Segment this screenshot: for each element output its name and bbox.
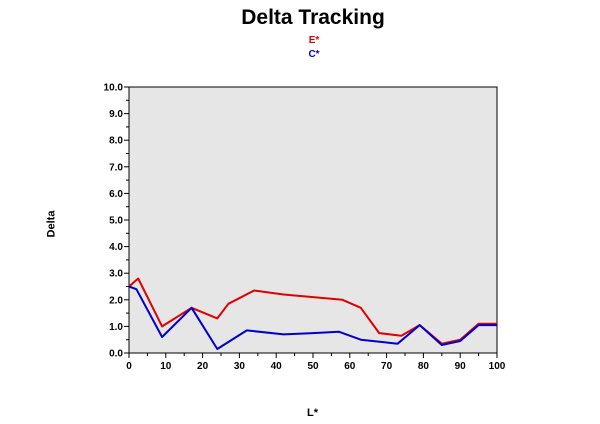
- y-tick-label: 7.0: [109, 162, 123, 173]
- y-tick-label: 6.0: [109, 189, 123, 200]
- y-tick-label: 1.0: [109, 322, 123, 333]
- x-tick-label: 90: [455, 361, 467, 372]
- y-tick-label: 8.0: [109, 136, 123, 147]
- y-tick-label: 4.0: [109, 242, 123, 253]
- y-tick-label: 10.0: [104, 83, 124, 94]
- x-tick-label: 80: [418, 361, 430, 372]
- x-tick-label: 70: [381, 361, 393, 372]
- legend-series-e: E*: [308, 35, 320, 46]
- y-tick-label: 3.0: [109, 269, 123, 280]
- x-tick-label: 40: [271, 361, 283, 372]
- x-tick-label: 60: [344, 361, 356, 372]
- x-tick-label: 100: [489, 361, 506, 372]
- x-tick-label: 0: [126, 361, 132, 372]
- series-line-c: [128, 285, 497, 350]
- y-tick-label: 0.0: [109, 349, 123, 360]
- x-tick-label: 20: [197, 361, 209, 372]
- legend-series-c: C*: [308, 49, 320, 60]
- series-line-e: [128, 277, 497, 345]
- y-tick-label: 2.0: [109, 295, 123, 306]
- y-tick-label: 9.0: [109, 109, 123, 120]
- x-axis-label: L*: [307, 407, 318, 419]
- y-tick-label: 5.0: [109, 216, 123, 227]
- chart-title: Delta Tracking: [241, 6, 385, 29]
- x-tick-label: 10: [160, 361, 172, 372]
- x-tick-label: 50: [307, 361, 319, 372]
- x-tick-label: 30: [234, 361, 246, 372]
